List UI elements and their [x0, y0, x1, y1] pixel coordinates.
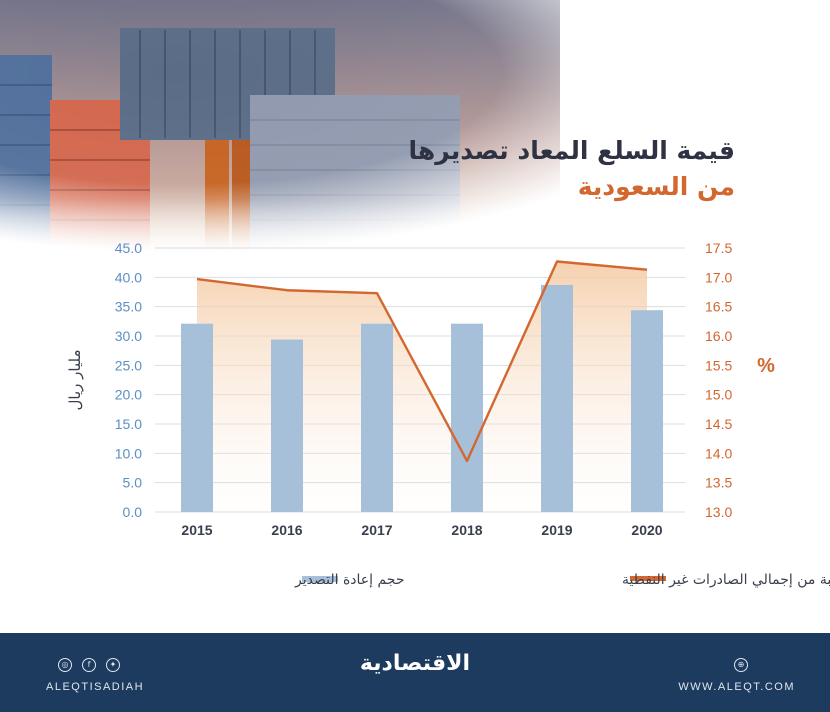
footer-website[interactable]: WWW.ALEQT.COM — [678, 681, 795, 693]
x-tick-label: 2015 — [181, 522, 212, 538]
y-right-tick-label: 17.0 — [705, 269, 732, 285]
y-left-tick-label: 20.0 — [115, 387, 142, 403]
bar — [631, 310, 663, 512]
line-area-fill — [197, 261, 647, 512]
chart-subtitle: من السعودية — [577, 172, 735, 201]
legend-line-swatch — [630, 576, 666, 581]
facebook-icon[interactable]: f — [82, 658, 96, 672]
bar — [181, 323, 213, 512]
y-left-tick-label: 5.0 — [123, 475, 143, 491]
y-right-tick-label: 15.0 — [705, 387, 732, 403]
bar — [271, 339, 303, 512]
footer-bar: ◎ f ✦ ALEQTISADIAH الاقتصادية ⊕ WWW.ALEQ… — [0, 633, 830, 712]
legend-bar-swatch — [302, 576, 338, 582]
y-right-tick-label: 15.5 — [705, 357, 732, 373]
y-left-tick-label: 25.0 — [115, 357, 142, 373]
y-left-tick-label: 40.0 — [115, 269, 142, 285]
footer-handle: ALEQTISADIAH — [46, 681, 145, 693]
chart-svg: 0.0 5.0 10.0 15.0 20.0 25.0 30.0 35.0 40.0 45.0 1… — [66, 240, 830, 588]
y-left-tick-label: 15.0 — [115, 416, 142, 432]
y-axis-right-label: % — [757, 355, 775, 377]
twitter-icon[interactable]: ✦ — [106, 658, 120, 672]
y-left-tick-label: 10.0 — [115, 445, 142, 461]
bar — [451, 323, 483, 512]
x-tick-label: 2016 — [271, 522, 302, 538]
aleqt-logo: الاقتصادية — [359, 651, 471, 676]
y-right-tick-label: 13.0 — [705, 504, 732, 520]
y-right-tick-label: 14.0 — [705, 445, 732, 461]
bar — [361, 323, 393, 512]
y-right-tick-label: 13.5 — [705, 475, 732, 491]
y-right-tick-label: 17.5 — [705, 240, 732, 256]
series-line — [196, 260, 648, 463]
shipping-containers-photo — [0, 0, 830, 290]
y-right-tick-label: 14.5 — [705, 416, 732, 432]
y-right-tick-label: 16.0 — [705, 328, 732, 344]
x-tick-label: 2020 — [631, 522, 662, 538]
y-left-tick-label: 0.0 — [123, 504, 143, 520]
x-tick-label: 2018 — [451, 522, 482, 538]
y-axis-left-label: مليار ريال — [66, 350, 84, 411]
y-left-tick-label: 45.0 — [115, 240, 142, 256]
y-left-tick-label: 30.0 — [115, 328, 142, 344]
globe-icon[interactable]: ⊕ — [734, 658, 748, 672]
legend-line-label: النسبة من إجمالي الصادرات غير النفطية — [622, 572, 830, 588]
x-tick-label: 2017 — [361, 522, 392, 538]
y-right-tick-label: 16.5 — [705, 299, 732, 315]
x-tick-label: 2019 — [541, 522, 572, 538]
legend-bar-label: حجم إعادة التصدير — [294, 572, 404, 588]
chart-title: قيمة السلع المعاد تصديرها — [408, 136, 735, 165]
bar — [541, 284, 573, 512]
y-left-tick-label: 35.0 — [115, 299, 142, 315]
legend: النسبة من إجمالي الصادرات غير النفطية حج… — [294, 572, 830, 588]
instagram-icon[interactable]: ◎ — [58, 658, 72, 672]
